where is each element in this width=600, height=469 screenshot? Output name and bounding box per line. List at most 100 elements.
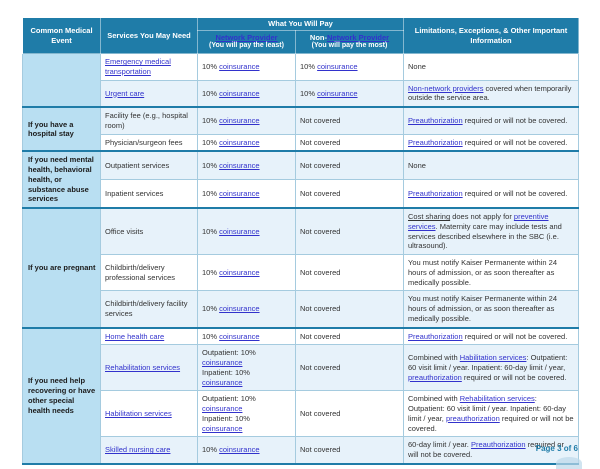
service-cell-text: Outpatient services (105, 160, 170, 170)
limitations-cell-link[interactable]: preventive services (408, 212, 549, 231)
table-row: Childbirth/delivery facility services 10%… (23, 290, 580, 329)
service-cell-link[interactable]: Skilled nursing care (105, 445, 171, 455)
limitations-cell: Combined with Habilitation services: Out… (403, 344, 580, 392)
limitations-cell: Non-network providers covered when tempo… (403, 79, 580, 108)
non-network-pay-cell-link[interactable]: coinsurance (317, 88, 358, 98)
network-pay-cell-link[interactable]: coinsurance (219, 116, 260, 125)
network-pay-cell-link[interactable]: coinsurance (219, 88, 260, 98)
table-row: If you need mental health, behavioral he… (22, 150, 580, 209)
network-pay-cell-text: 10% (202, 137, 220, 147)
service-cell-link[interactable]: Habilitation services (105, 409, 172, 418)
limitations-cell-link[interactable]: preauthorization (408, 372, 462, 382)
limitations-cell-link[interactable]: Preauthorization (408, 137, 463, 147)
non-network-pay-cell: Not covered (294, 390, 405, 438)
limitations-cell-link[interactable]: Preauthorization (470, 440, 526, 450)
limitations-cell-text: 60-day limit / year. (408, 440, 471, 450)
benefits-table-header: Common Medical Event Services You May Ne… (22, 16, 580, 55)
table-row: If you are pregnant Office visits 10% coin… (22, 207, 580, 329)
non-network-provider-link[interactable]: Network Provider (326, 33, 390, 42)
service-cell-text: Facility fee (e.g., hospital room) (105, 111, 188, 130)
limitations-cell: Preauthorization required or will not be… (403, 179, 580, 209)
network-pay-cell: 10% coinsurance (197, 106, 296, 135)
limitations-cell-link[interactable]: Preauthorization (408, 188, 463, 198)
limitations-cell-link[interactable]: Preauthorization (408, 116, 463, 125)
network-pay-cell-link[interactable]: coinsurance (219, 160, 260, 170)
table-row: If you have a hospital stay Facility fee … (22, 106, 580, 152)
network-pay-cell: 10% coinsurance (197, 79, 296, 108)
network-pay-cell-link[interactable]: coinsurance (219, 267, 260, 277)
limitations-cell-link[interactable]: preauthorization (445, 413, 500, 423)
non-network-pay-cell-text: Not covered (300, 445, 341, 455)
network-pay-cell-link[interactable]: coinsurance (219, 62, 260, 71)
table-row: Inpatient services 10% coinsurance Not cov… (23, 179, 580, 209)
service-cell: Skilled nursing care (100, 436, 198, 465)
header-row-top: Common Medical Event Services You May Ne… (22, 16, 580, 55)
table-row: Emergency medical transportation 10% coin… (22, 53, 580, 108)
header-services-you-may-need: Services You May Need (100, 16, 198, 55)
network-pay-cell-link[interactable]: coinsurance (219, 226, 260, 236)
service-cell: Childbirth/delivery facility services (100, 290, 198, 329)
header-row-providers: Network Provider (You will pay the least… (23, 29, 579, 55)
network-pay-cell-text: 10% (202, 188, 220, 198)
table-row: Rehabilitation services Outpatient: 10% co… (23, 344, 580, 392)
limitations-cell-text: None (408, 62, 426, 71)
network-pay-cell-link[interactable]: coinsurance (219, 137, 260, 147)
network-pay-cell: 10% coinsurance (197, 150, 296, 181)
service-cell-text: Childbirth/delivery facility services (105, 299, 188, 318)
limitations-cell-text: . Maternity care may include tests and s… (408, 221, 562, 251)
service-cell-link[interactable]: Rehabilitation services (105, 363, 181, 372)
non-network-pay-cell: 10% coinsurance (294, 53, 405, 81)
limitations-cell: Preauthorization required or will not be… (403, 326, 580, 346)
limitations-cell-link[interactable]: Preauthorization (408, 331, 463, 341)
network-pay-cell: Outpatient: 10% coinsurance Inpatient: 10%… (197, 390, 296, 438)
header-what-you-will-pay: What You Will Pay (196, 17, 405, 31)
table-row: Skilled nursing care 10% coinsurance Not c… (23, 436, 580, 465)
limitations-cell-link[interactable]: Rehabilitation services (459, 394, 535, 404)
network-pay-cell-link[interactable]: coinsurance (219, 304, 260, 314)
header-non-network-provider: Non-Network Provider (You will pay the m… (294, 29, 405, 55)
service-cell-link[interactable]: Home health care (105, 331, 165, 341)
limitations-cell-text: : Outpatient: 60 visit limit / year. Inp… (408, 353, 568, 372)
network-pay-cell-link[interactable]: coinsurance (219, 188, 260, 198)
non-network-pay-cell: Not covered (294, 436, 405, 465)
service-cell-link[interactable]: Emergency medical transportation (105, 57, 171, 76)
network-pay-cell-text: 10% (202, 267, 220, 277)
limitations-cell-text: Combined with (408, 394, 460, 404)
network-provider-label: Network Provider (201, 33, 292, 42)
non-network-pay-cell-text: Not covered (300, 160, 341, 170)
limitations-cell-text: required or will not be covered. (408, 413, 574, 433)
table-row: Physician/surgeon fees 10% coinsurance Not… (23, 133, 580, 152)
limitations-cell: 60-day limit / year. Preauthorization re… (403, 436, 580, 465)
network-pay-cell: 10% coinsurance (197, 133, 296, 152)
network-provider-link[interactable]: Network Provider (215, 33, 278, 42)
network-pay-cell-link[interactable]: coinsurance (202, 404, 243, 414)
limitations-cell-link[interactable]: Non-network providers (408, 83, 484, 93)
network-pay-cell-text: Inpatient: 10% (202, 367, 250, 377)
limitations-cell: Preauthorization required or will not be… (403, 133, 580, 152)
non-network-provider-sub: (You will pay the most) (311, 42, 388, 50)
network-pay-cell-link[interactable]: coinsurance (202, 358, 243, 368)
medical-event-group-cell: If you need help recovering or have othe… (22, 326, 101, 465)
network-pay-cell: 10% coinsurance (197, 326, 296, 346)
network-pay-cell-link[interactable]: coinsurance (202, 423, 243, 433)
non-network-pay-cell-link[interactable]: coinsurance (317, 62, 358, 71)
non-network-pay-cell: Not covered (294, 133, 405, 152)
service-cell: Inpatient services (100, 179, 198, 209)
non-network-pay-cell-text: 10% (300, 62, 318, 71)
service-cell: Outpatient services (100, 150, 198, 181)
header-network-provider: Network Provider (You will pay the least… (197, 29, 296, 55)
limitations-cell-link[interactable]: Habilitation services (459, 353, 527, 363)
network-pay-cell-link[interactable]: coinsurance (219, 445, 260, 455)
network-pay-cell-link[interactable]: coinsurance (202, 377, 243, 387)
page-number: Page 3 of 6 (535, 444, 578, 453)
benefits-table-body: Emergency medical transportation 10% coin… (22, 53, 580, 465)
limitations-cell-text: Combined with (408, 353, 460, 363)
service-cell-link[interactable]: Urgent care (105, 88, 145, 98)
non-network-pay-cell: 10% coinsurance (294, 79, 405, 108)
network-pay-cell-text: 10% (202, 116, 220, 125)
non-network-pay-cell-text: Not covered (300, 363, 341, 372)
table-row: Urgent care 10% coinsurance 10% coinsuranc… (23, 79, 580, 108)
limitations-cell-text: required or will not be covered. (462, 137, 568, 147)
network-pay-cell-link[interactable]: coinsurance (219, 331, 260, 341)
